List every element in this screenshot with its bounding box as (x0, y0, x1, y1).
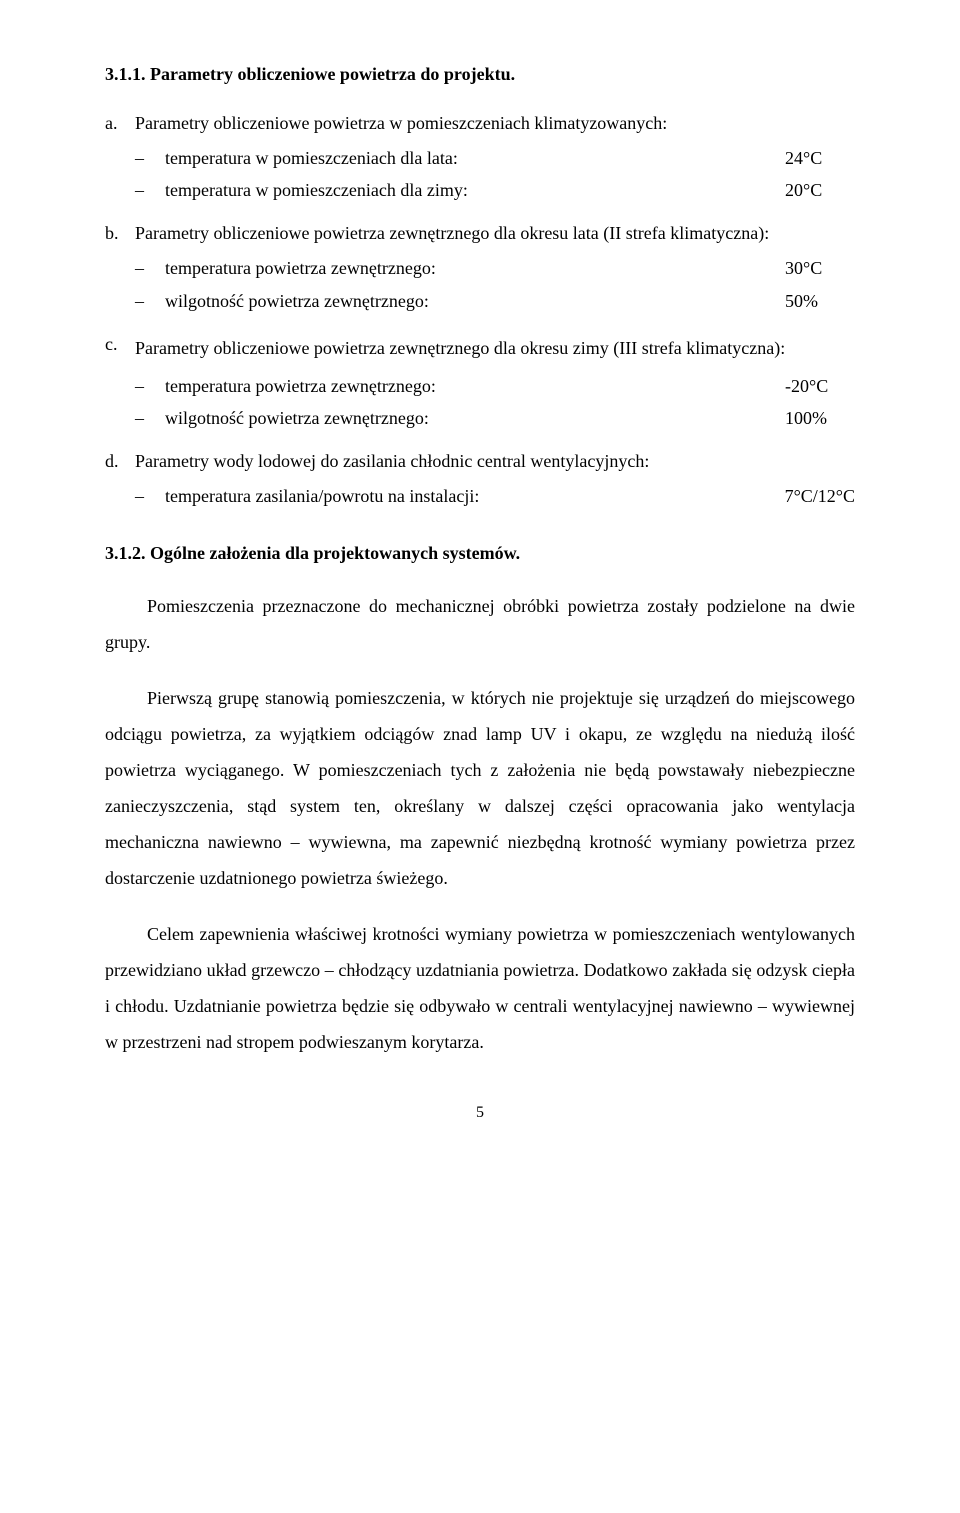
list-item-b: b. Parametry obliczeniowe powietrza zewn… (105, 219, 855, 248)
param-value: 24°C (785, 144, 855, 173)
param-label: temperatura powietrza zewnętrznego: (165, 372, 785, 401)
param-row: – wilgotność powietrza zewnętrznego: 50% (135, 287, 855, 316)
list-item-a: a. Parametry obliczeniowe powietrza w po… (105, 109, 855, 138)
param-value: 7°C/12°C (785, 482, 855, 511)
param-label: temperatura w pomieszczeniach dla lata: (165, 144, 785, 173)
param-row: – temperatura w pomieszczeniach dla lata… (135, 144, 855, 173)
param-value: -20°C (785, 372, 855, 401)
param-row: – temperatura w pomieszczeniach dla zimy… (135, 176, 855, 205)
list-content: Parametry obliczeniowe powietrza zewnętr… (135, 330, 855, 366)
dash-marker: – (135, 176, 165, 205)
section-heading-2: 3.1.2. Ogólne założenia dla projektowany… (105, 539, 855, 568)
dash-marker: – (135, 287, 165, 316)
dash-marker: – (135, 254, 165, 283)
param-label: wilgotność powietrza zewnętrznego: (165, 404, 785, 433)
dash-marker: – (135, 482, 165, 511)
list-item-d: d. Parametry wody lodowej do zasilania c… (105, 447, 855, 476)
param-row: – temperatura powietrza zewnętrznego: -2… (135, 372, 855, 401)
param-label: wilgotność powietrza zewnętrznego: (165, 287, 785, 316)
list-marker: d. (105, 447, 135, 476)
page-number: 5 (105, 1100, 855, 1126)
list-item-c: c. Parametry obliczeniowe powietrza zewn… (105, 330, 855, 366)
list-content: Parametry obliczeniowe powietrza w pomie… (135, 109, 855, 138)
param-row: – wilgotność powietrza zewnętrznego: 100… (135, 404, 855, 433)
list-content: Parametry wody lodowej do zasilania chło… (135, 447, 855, 476)
param-value: 50% (785, 287, 855, 316)
param-label: temperatura powietrza zewnętrznego: (165, 254, 785, 283)
param-row: – temperatura zasilania/powrotu na insta… (135, 482, 855, 511)
paragraph: Pomieszczenia przeznaczone do mechaniczn… (105, 588, 855, 660)
param-value: 30°C (785, 254, 855, 283)
dash-marker: – (135, 144, 165, 173)
param-row: – temperatura powietrza zewnętrznego: 30… (135, 254, 855, 283)
paragraph: Celem zapewnienia właściwej krotności wy… (105, 916, 855, 1060)
section-heading-1: 3.1.1. Parametry obliczeniowe powietrza … (105, 60, 855, 89)
paragraph: Pierwszą grupę stanowią pomieszczenia, w… (105, 680, 855, 896)
param-label: temperatura zasilania/powrotu na instala… (165, 482, 785, 511)
list-marker: c. (105, 330, 135, 366)
list-content: Parametry obliczeniowe powietrza zewnętr… (135, 219, 855, 248)
param-value: 20°C (785, 176, 855, 205)
dash-marker: – (135, 372, 165, 401)
dash-marker: – (135, 404, 165, 433)
param-value: 100% (785, 404, 855, 433)
param-label: temperatura w pomieszczeniach dla zimy: (165, 176, 785, 205)
list-marker: a. (105, 109, 135, 138)
list-marker: b. (105, 219, 135, 248)
